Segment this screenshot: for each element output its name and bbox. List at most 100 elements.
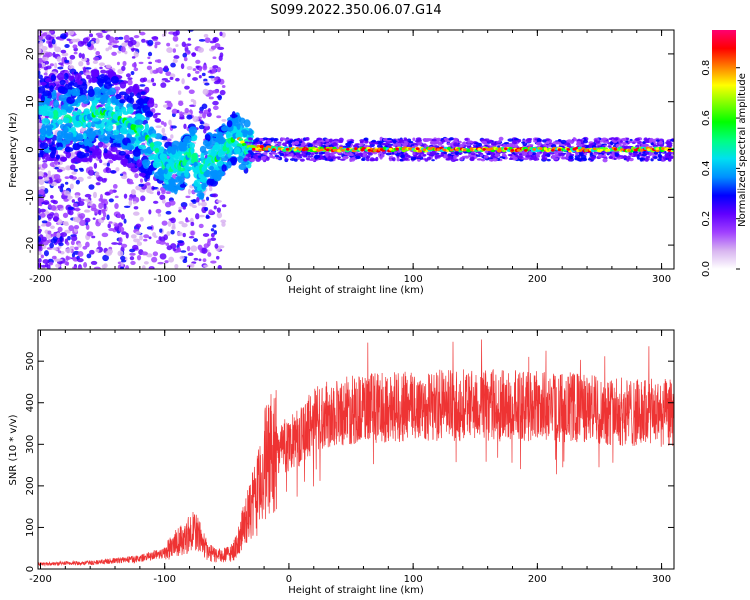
heatmap-cell [233,147,241,155]
heatmap-cell [413,154,418,157]
heatmap-cell [132,148,141,157]
colorbar-label: Normalized spectral amplitude [737,73,748,227]
heatmap-cell [332,148,337,152]
heatmap-cell [422,148,427,152]
heatmap-cell [131,56,136,59]
heatmap-cell [627,155,631,160]
heatmap-cell [181,78,185,85]
heatmap-cell [459,157,464,161]
heatmap-cell [95,51,101,56]
heatmap-cell [42,200,50,206]
heatmap-cell [64,83,69,91]
heatmap-cell [110,146,118,153]
heatmap-cell [70,240,75,246]
heatmap-cell [187,73,191,78]
heatmap-cell [551,154,556,159]
heatmap-cell [50,238,58,244]
heatmap-cell [216,207,221,213]
heatmap-cell [121,42,128,48]
snr-ytick-label: 300 [25,435,36,454]
heatmap-cell [99,159,103,164]
heatmap-cell [237,155,243,163]
heatmap-cell [542,151,547,155]
heatmap-cell [229,113,238,118]
heatmap-cell [164,65,169,70]
heatmap-cell [200,152,205,160]
heatmap-cell [86,231,94,237]
heatmap-cell [179,116,185,120]
heatmap-cell [226,161,232,169]
heatmap-cell [48,261,54,266]
heatmap-cell [152,113,158,119]
heatmap-cell [632,151,638,154]
heatmap-cell [158,174,165,181]
heatmap-cell [238,163,247,171]
heatmap-cell [170,62,176,68]
heatmap-cell [498,136,504,141]
heatmap-cell [156,190,161,196]
heatmap-cell [644,138,648,142]
heatmap-cell [83,262,88,268]
heatmap-cell [528,151,533,156]
heatmap-cell [489,147,494,151]
heatmap-cell [123,93,130,101]
heatmap-cell [77,243,82,248]
heatmap-cell [97,141,104,148]
heatmap-cell [478,142,482,147]
heatmap-cell [458,140,462,144]
heatmap-cell [120,158,127,166]
heatmap-cell [183,135,192,144]
heatmap-cell [168,200,176,206]
heatmap-cell [38,258,42,263]
heatmap-cell [38,202,42,206]
heatmap-cell [230,157,237,166]
heatmap-cell [91,103,96,112]
heatmap-cell [93,47,97,51]
heatmap-cell [41,162,48,169]
heatmap-cell [101,232,109,238]
heatmap-cell [157,261,164,265]
heatmap-cell [49,30,54,34]
heatmap-cell [639,148,644,152]
heatmap-cell [103,148,108,154]
heatmap-cell [521,150,528,156]
heatmap-cell [165,71,172,77]
heatmap-cell [203,33,209,38]
heatmap-cell [67,206,75,210]
heatmap-cell [298,139,303,142]
heatmap-cell [556,141,560,145]
heatmap-cell [39,188,45,195]
heatmap-cell [471,156,475,161]
heatmap-cell [434,155,440,158]
heatmap-cell [189,142,196,149]
heatmap-cell [496,143,502,146]
heatmap-cell [42,90,52,97]
heatmap-cell [84,138,92,147]
heatmap-cell [116,213,122,219]
heatmap-cell [666,143,672,148]
heatmap-cell [182,205,186,210]
heatmap-cell [404,153,409,158]
heatmap-cell [40,212,46,218]
heatmap-cell [204,82,210,86]
heatmap-cell [193,257,199,261]
heatmap-cell [205,214,210,219]
heatmap-cell [164,260,169,264]
heatmap-cell [159,253,167,260]
heatmap-cell [175,44,179,47]
heatmap-cell [282,142,287,147]
heatmap-cell [208,209,213,214]
heatmap-cell [176,231,183,237]
heatmap-cell [283,156,287,159]
heatmap-cell [119,126,128,135]
heatmap-cell [211,193,219,198]
heatmap-cell [204,37,211,43]
heatmap-cell [182,232,186,238]
heatmap-cell [38,178,45,185]
heatmap-cell [541,154,546,159]
heatmap-cell [40,224,47,227]
heatmap-cell [198,258,202,262]
heatmap-cell [388,156,394,159]
heatmap-cell [349,153,354,157]
